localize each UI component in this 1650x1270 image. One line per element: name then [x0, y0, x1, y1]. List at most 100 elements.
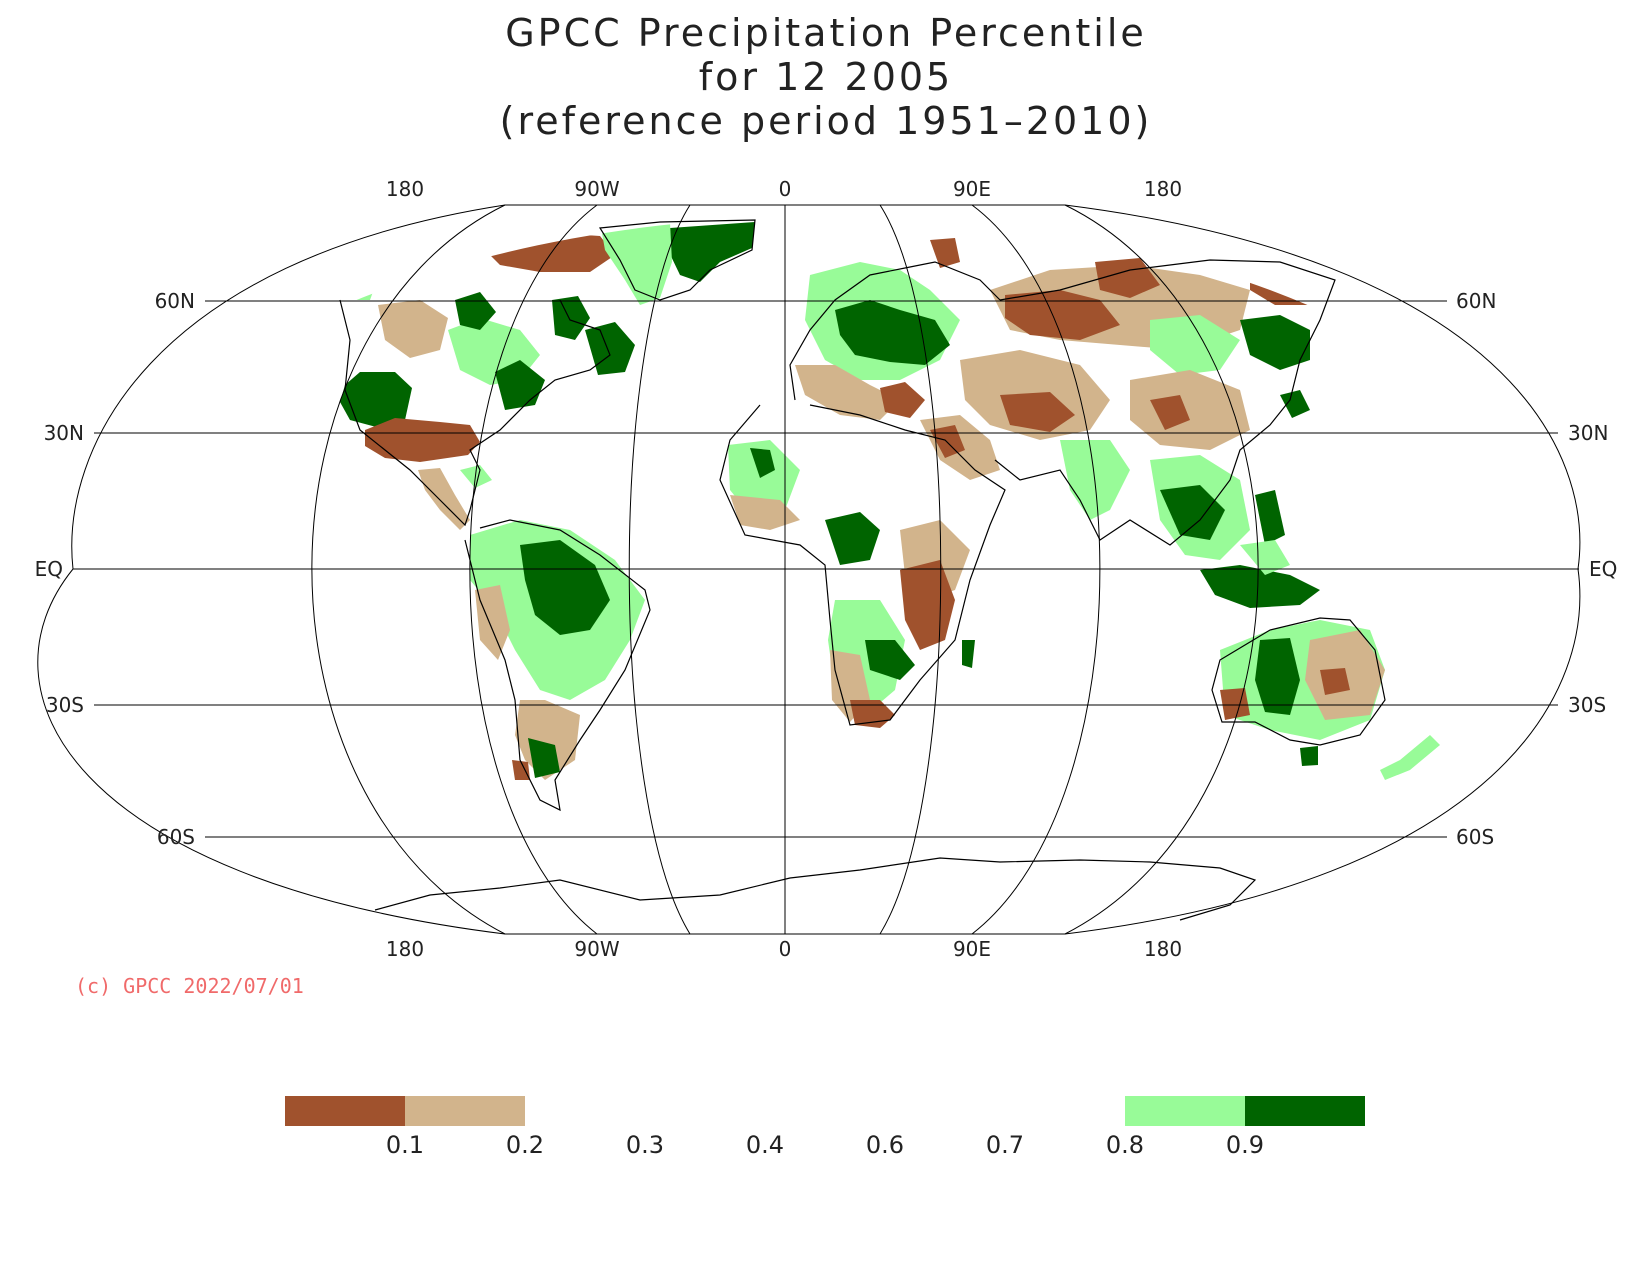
south-america-dry-west	[475, 585, 510, 660]
central-america-dry	[418, 468, 470, 530]
north-america-very-dry-south	[365, 418, 480, 462]
lon-label-bottom-90w: 90W	[574, 937, 619, 961]
siberia-very-dry	[1005, 290, 1120, 340]
indonesia-very-wet	[1200, 565, 1320, 608]
colorbar-tick-label: 0.2	[506, 1131, 544, 1159]
scandinavia-very-dry	[930, 238, 960, 268]
colorbar-tick-label: 0.1	[386, 1131, 424, 1159]
coastlines	[339, 219, 1386, 921]
lon-label-top-0: 0	[779, 177, 792, 201]
asia-wet-central	[1150, 315, 1240, 375]
colorbar-tick-label: 0.3	[626, 1131, 664, 1159]
globe-outline	[37, 204, 1581, 935]
australia-very-wet	[1255, 638, 1300, 715]
lon-label-top-180w: 180	[386, 177, 424, 201]
lat-label-right-eq: EQ	[1589, 557, 1617, 581]
title-line-3: (reference period 1951–2010)	[500, 99, 1153, 143]
lon-label-bottom-180e: 180	[1144, 937, 1182, 961]
lat-label-left-30s: 30S	[46, 693, 84, 717]
lon-label-bottom-90e: 90E	[953, 937, 991, 961]
se-asia-very-wet	[1160, 485, 1225, 540]
meridian-45w	[628, 204, 691, 935]
madagascar-very-wet	[962, 640, 975, 668]
colorbar-tick-label: 0.9	[1226, 1131, 1264, 1159]
region-greenland	[600, 222, 755, 305]
north-america-dry	[378, 300, 448, 358]
coast-south-america	[464, 519, 651, 812]
lon-label-bottom-180w: 180	[386, 937, 424, 961]
patagonia-very-dry	[512, 760, 530, 780]
map-frame	[37, 204, 1581, 986]
central-asia-very-dry	[1000, 392, 1075, 432]
south-america-very-wet-amazon	[520, 540, 610, 635]
meridian-135e	[1064, 204, 1259, 935]
china-very-dry	[1150, 395, 1190, 430]
alaska-very-dry	[262, 272, 292, 298]
lon-label-top-90e: 90E	[953, 177, 991, 201]
colorbar: 0.1 0.2 0.3 0.4 0.6 0.7 0.8 0.9	[285, 1096, 1365, 1159]
lat-label-left-60n: 60N	[155, 289, 195, 313]
colorbar-tick-label: 0.7	[986, 1131, 1024, 1159]
lat-labels-right: 60N 30N EQ 30S 60S	[1456, 289, 1617, 849]
colorbar-swatch-very-dry	[285, 1096, 405, 1126]
colorbar-swatch-dry	[405, 1096, 525, 1126]
region-europe	[795, 238, 960, 420]
australia-very-dry-west	[1220, 688, 1250, 720]
south-america-dry-south	[515, 700, 580, 780]
meridian-90w	[469, 204, 598, 935]
lat-label-left-60s: 60S	[157, 825, 195, 849]
coast-north-america	[339, 299, 611, 527]
tasmania-very-wet	[1300, 746, 1318, 766]
lat-label-right-30s: 30S	[1568, 693, 1606, 717]
graticule	[37, 204, 1581, 935]
lat-label-left-eq: EQ	[35, 557, 63, 581]
colorbar-swatch-wet	[1125, 1096, 1245, 1126]
colorbar-swatch-very-wet	[1245, 1096, 1365, 1126]
philippines-very-wet	[1255, 490, 1285, 545]
meridian-90e	[971, 204, 1101, 935]
region-central-america	[418, 465, 492, 530]
new-zealand-wet	[1380, 735, 1440, 780]
europe-very-wet	[835, 300, 950, 365]
coast-africa	[719, 404, 1006, 726]
europe-very-dry-spots	[880, 382, 925, 418]
coast-australia	[1211, 617, 1386, 746]
coast-asia	[994, 259, 1336, 546]
north-america-very-wet-quebec	[552, 296, 590, 340]
lat-label-right-60n: 60N	[1456, 289, 1496, 313]
lat-label-right-30n: 30N	[1568, 421, 1608, 445]
colorbar-tick-label: 0.8	[1106, 1131, 1144, 1159]
lon-labels-top: 180 90W 0 90E 180	[386, 177, 1182, 201]
europe-dry-south	[795, 365, 900, 420]
meridian-135w	[311, 204, 506, 935]
lon-label-top-180e: 180	[1144, 177, 1182, 201]
china-dry	[1130, 370, 1250, 450]
greenland-wet	[600, 222, 672, 305]
lat-label-left-30n: 30N	[44, 421, 84, 445]
meridian-45e	[879, 204, 942, 935]
colorbar-tick-label: 0.6	[866, 1131, 904, 1159]
copyright-note: (c) GPCC 2022/07/01	[75, 974, 304, 998]
japan-very-wet	[1280, 390, 1310, 418]
north-america-very-wet-labrador	[585, 322, 635, 375]
north-america-very-wet-west	[340, 372, 412, 428]
lon-labels-bottom: 180 90W 0 90E 180	[386, 937, 1182, 961]
region-south-america	[470, 520, 645, 780]
coast-antarctica	[374, 857, 1257, 921]
asia-very-wet-east	[1240, 315, 1310, 370]
africa-very-wet-west	[750, 448, 775, 478]
lat-label-right-60s: 60S	[1456, 825, 1494, 849]
coast-greenland	[598, 219, 756, 301]
caribbean-wet	[460, 465, 492, 488]
lon-label-top-90w: 90W	[574, 177, 619, 201]
africa-very-wet-south	[865, 640, 915, 680]
greenland-very-wet	[668, 222, 755, 282]
australia-very-dry-east	[1320, 668, 1350, 695]
alaska-wet	[320, 268, 378, 300]
borneo-wet	[1240, 540, 1290, 575]
region-australia	[1220, 620, 1440, 780]
title-line-2: for 12 2005	[699, 55, 953, 99]
africa-very-wet-central	[825, 512, 880, 565]
colorbar-tick-label: 0.4	[746, 1131, 784, 1159]
title-line-1: GPCC Precipitation Percentile	[505, 11, 1147, 55]
